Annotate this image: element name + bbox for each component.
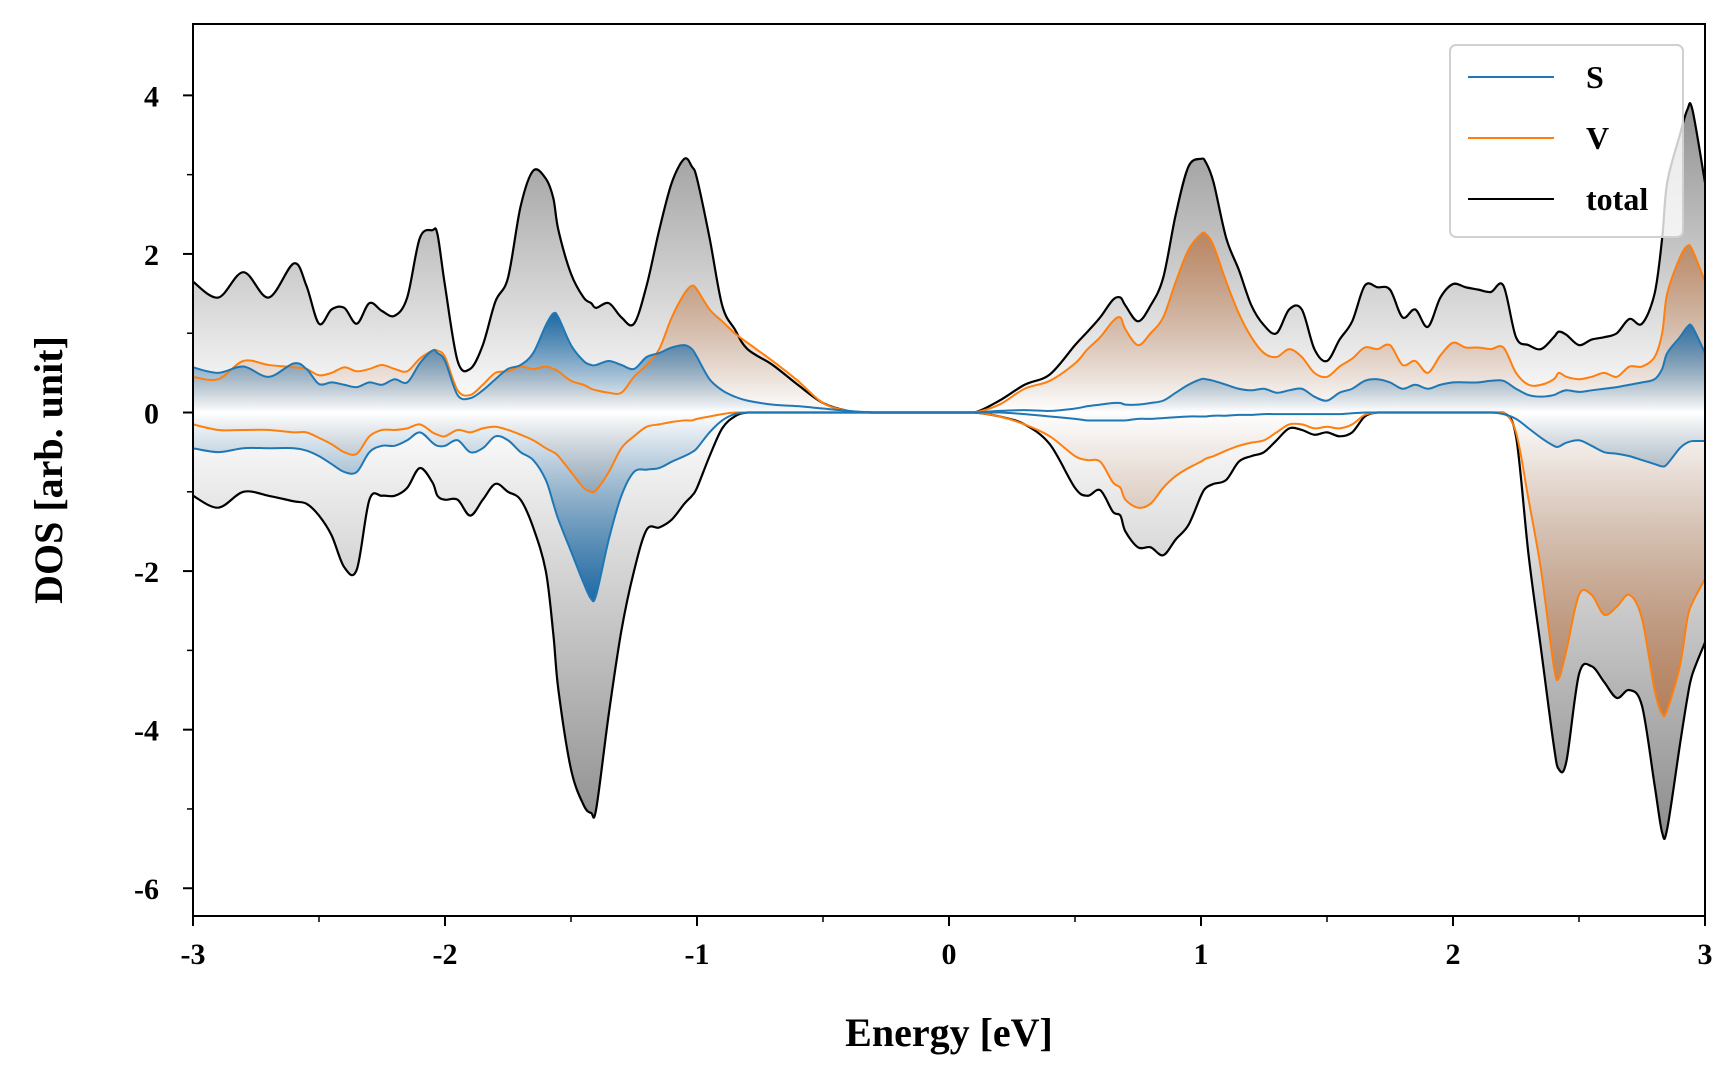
x-tick-label: 1: [1194, 938, 1209, 971]
series-s-up: [192, 311, 1706, 414]
y-tick-label: 4: [144, 80, 159, 113]
series-s-down: [192, 411, 1706, 603]
y-tick-label: 0: [144, 398, 159, 431]
y-tick-label: -4: [134, 715, 159, 748]
y-tick-label: 2: [144, 239, 159, 272]
s-down-fill: [193, 412, 1705, 602]
legend-box: [1449, 44, 1684, 238]
x-tick-label: 2: [1446, 938, 1461, 971]
series-total-down: [192, 411, 1707, 841]
s-up-fill: [193, 312, 1705, 413]
x-tick-label: -2: [433, 938, 458, 971]
y-tick-label: -6: [134, 873, 159, 906]
axis-ticks: -3 -2 -1 0 1 2 3 -6 -4 -2 0 2 4: [134, 80, 1713, 971]
series-total-up: [192, 102, 1707, 414]
legend-label-total: total: [1586, 181, 1648, 217]
series-v-down: [192, 411, 1706, 718]
y-axis-title: DOS [arb. unit]: [26, 336, 71, 604]
total-down-fill: [193, 412, 1705, 839]
legend-label-v: V: [1586, 120, 1609, 156]
x-axis-title: Energy [eV]: [845, 1010, 1053, 1055]
series-v-up: [192, 231, 1706, 414]
x-tick-label: 3: [1698, 938, 1713, 971]
x-tick-label: -3: [181, 938, 206, 971]
total-up-fill: [193, 103, 1705, 413]
x-tick-label: 0: [942, 938, 957, 971]
series-lines: [192, 102, 1707, 841]
legend-label-s: S: [1586, 59, 1604, 95]
y-tick-label: -2: [134, 556, 159, 589]
x-tick-label: -1: [685, 938, 710, 971]
